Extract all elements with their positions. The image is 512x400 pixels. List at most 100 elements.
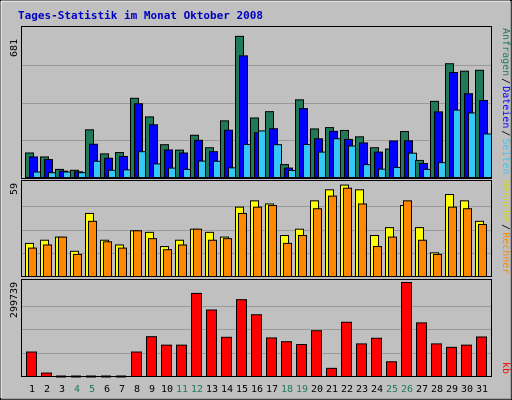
day-label: 24 (371, 384, 383, 395)
bars-top (25, 35, 492, 179)
bar-rechner (58, 236, 67, 277)
axis-max-label-bottom: 299739 (9, 282, 20, 318)
bar-rechner (28, 247, 37, 278)
bar-rechner (388, 236, 397, 277)
bar-kb (356, 343, 367, 377)
bar-rechner (253, 206, 262, 278)
bar-kb (296, 344, 307, 378)
bar-rechner (178, 244, 187, 278)
bar-kb (431, 343, 442, 377)
legend-separator: / (500, 224, 511, 230)
bar-kb (41, 372, 52, 377)
day-label: 20 (311, 384, 323, 395)
day-label: 25 (386, 384, 398, 395)
day-label: 2 (44, 384, 50, 395)
bar-rechner (73, 253, 82, 278)
bar-rechner (283, 242, 292, 277)
legend-anfragen: Anfragen (500, 28, 511, 76)
bar-rechner (403, 200, 412, 278)
bar-rechner (268, 205, 277, 277)
bar-rechner (43, 244, 52, 278)
bar-kb (206, 309, 217, 378)
bar-rechner (358, 203, 367, 278)
bars-middle (25, 184, 487, 278)
bar-kb (461, 344, 472, 377)
bar-kb (131, 351, 142, 378)
bar-rechner (373, 246, 382, 277)
day-label: 10 (161, 384, 173, 395)
bar-rechner (163, 249, 172, 277)
day-label: 31 (476, 384, 488, 395)
day-label: 8 (134, 384, 140, 395)
day-label: 14 (221, 384, 233, 395)
axis-max-label-top: 681 (9, 39, 20, 57)
bar-rechner (298, 235, 307, 278)
bar-rechner (463, 208, 472, 277)
axis-max-label-middle: 59 (9, 183, 20, 195)
bar-kb (476, 336, 487, 378)
bar-rechner (133, 230, 142, 277)
bar-kb (416, 322, 427, 378)
day-label: 7 (119, 384, 125, 395)
legend-kb: kb (500, 362, 511, 374)
bar-rechner (418, 239, 427, 277)
legend-separator: / (500, 130, 511, 136)
bar-kb (251, 314, 262, 377)
legend-seiten: Seiten (500, 138, 511, 174)
bar-rechner (478, 223, 487, 277)
day-label: 30 (461, 384, 473, 395)
bar-rechner (208, 239, 217, 277)
bar-rechner (148, 238, 157, 278)
day-label: 12 (191, 384, 203, 395)
bar-kb (266, 337, 277, 378)
bar-kb (281, 341, 292, 378)
legend-top: Anfragen / Dateien / Seiten (500, 28, 511, 175)
day-label: 29 (446, 384, 458, 395)
bar-rechner (328, 195, 337, 277)
day-label: 4 (74, 384, 80, 395)
bar-kb (446, 346, 457, 377)
chart-title: Tages-Statistik im Monat Oktober 2008 (18, 9, 263, 22)
bar-kb (326, 367, 337, 378)
day-label: 27 (416, 384, 428, 395)
bar-kb (401, 282, 412, 377)
day-label: 9 (149, 384, 155, 395)
day-label: 1 (29, 384, 35, 395)
day-label: 13 (206, 384, 218, 395)
bar-kb (161, 344, 172, 377)
day-label: 22 (341, 384, 353, 395)
bar-rechner (118, 247, 127, 278)
bar-seiten (483, 133, 492, 179)
bar-rechner (193, 228, 202, 278)
day-label: 26 (401, 384, 413, 395)
bar-kb (221, 336, 232, 377)
day-label: 15 (236, 384, 248, 395)
day-label: 21 (326, 384, 338, 395)
bar-kb (146, 336, 157, 378)
day-label: 28 (431, 384, 443, 395)
day-labels: 1 2 3 4 5 6 7 8 9 10 11 12 13 14 15 16 17 18 19 20 21 22 23 24 2… (29, 384, 488, 395)
bars-bottom (26, 282, 487, 378)
bar-rechner (238, 212, 247, 278)
bar-rechner (448, 206, 457, 278)
bar-rechner (103, 241, 112, 278)
bar-rechner (313, 208, 322, 277)
legend-dateien: Dateien (500, 86, 511, 128)
legend-middle: Besuche / Rechner (500, 180, 511, 274)
legend-besuche: Besuche (500, 180, 511, 222)
day-label: 6 (104, 384, 110, 395)
day-label: 3 (59, 384, 65, 395)
day-label: 19 (296, 384, 308, 395)
bar-seiten (273, 144, 282, 178)
bar-kb (371, 337, 382, 378)
day-label: 11 (176, 384, 188, 395)
bar-rechner (343, 187, 352, 278)
bar-rechner (433, 253, 442, 278)
bar-rechner (223, 238, 232, 278)
bar-kb (191, 292, 202, 378)
day-label: 16 (251, 384, 263, 395)
bar-kb (311, 330, 322, 377)
day-label: 17 (266, 384, 278, 395)
bar-kb (386, 361, 397, 377)
